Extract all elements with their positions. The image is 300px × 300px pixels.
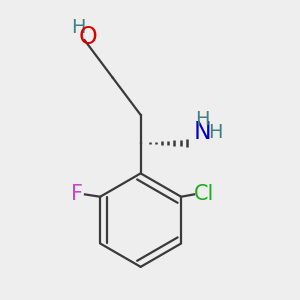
Text: Cl: Cl	[194, 184, 215, 204]
Text: H: H	[71, 18, 86, 37]
Text: N: N	[194, 121, 212, 145]
Text: O: O	[79, 25, 98, 49]
Text: H: H	[195, 110, 210, 129]
Text: H: H	[208, 123, 223, 142]
Text: F: F	[71, 184, 83, 204]
